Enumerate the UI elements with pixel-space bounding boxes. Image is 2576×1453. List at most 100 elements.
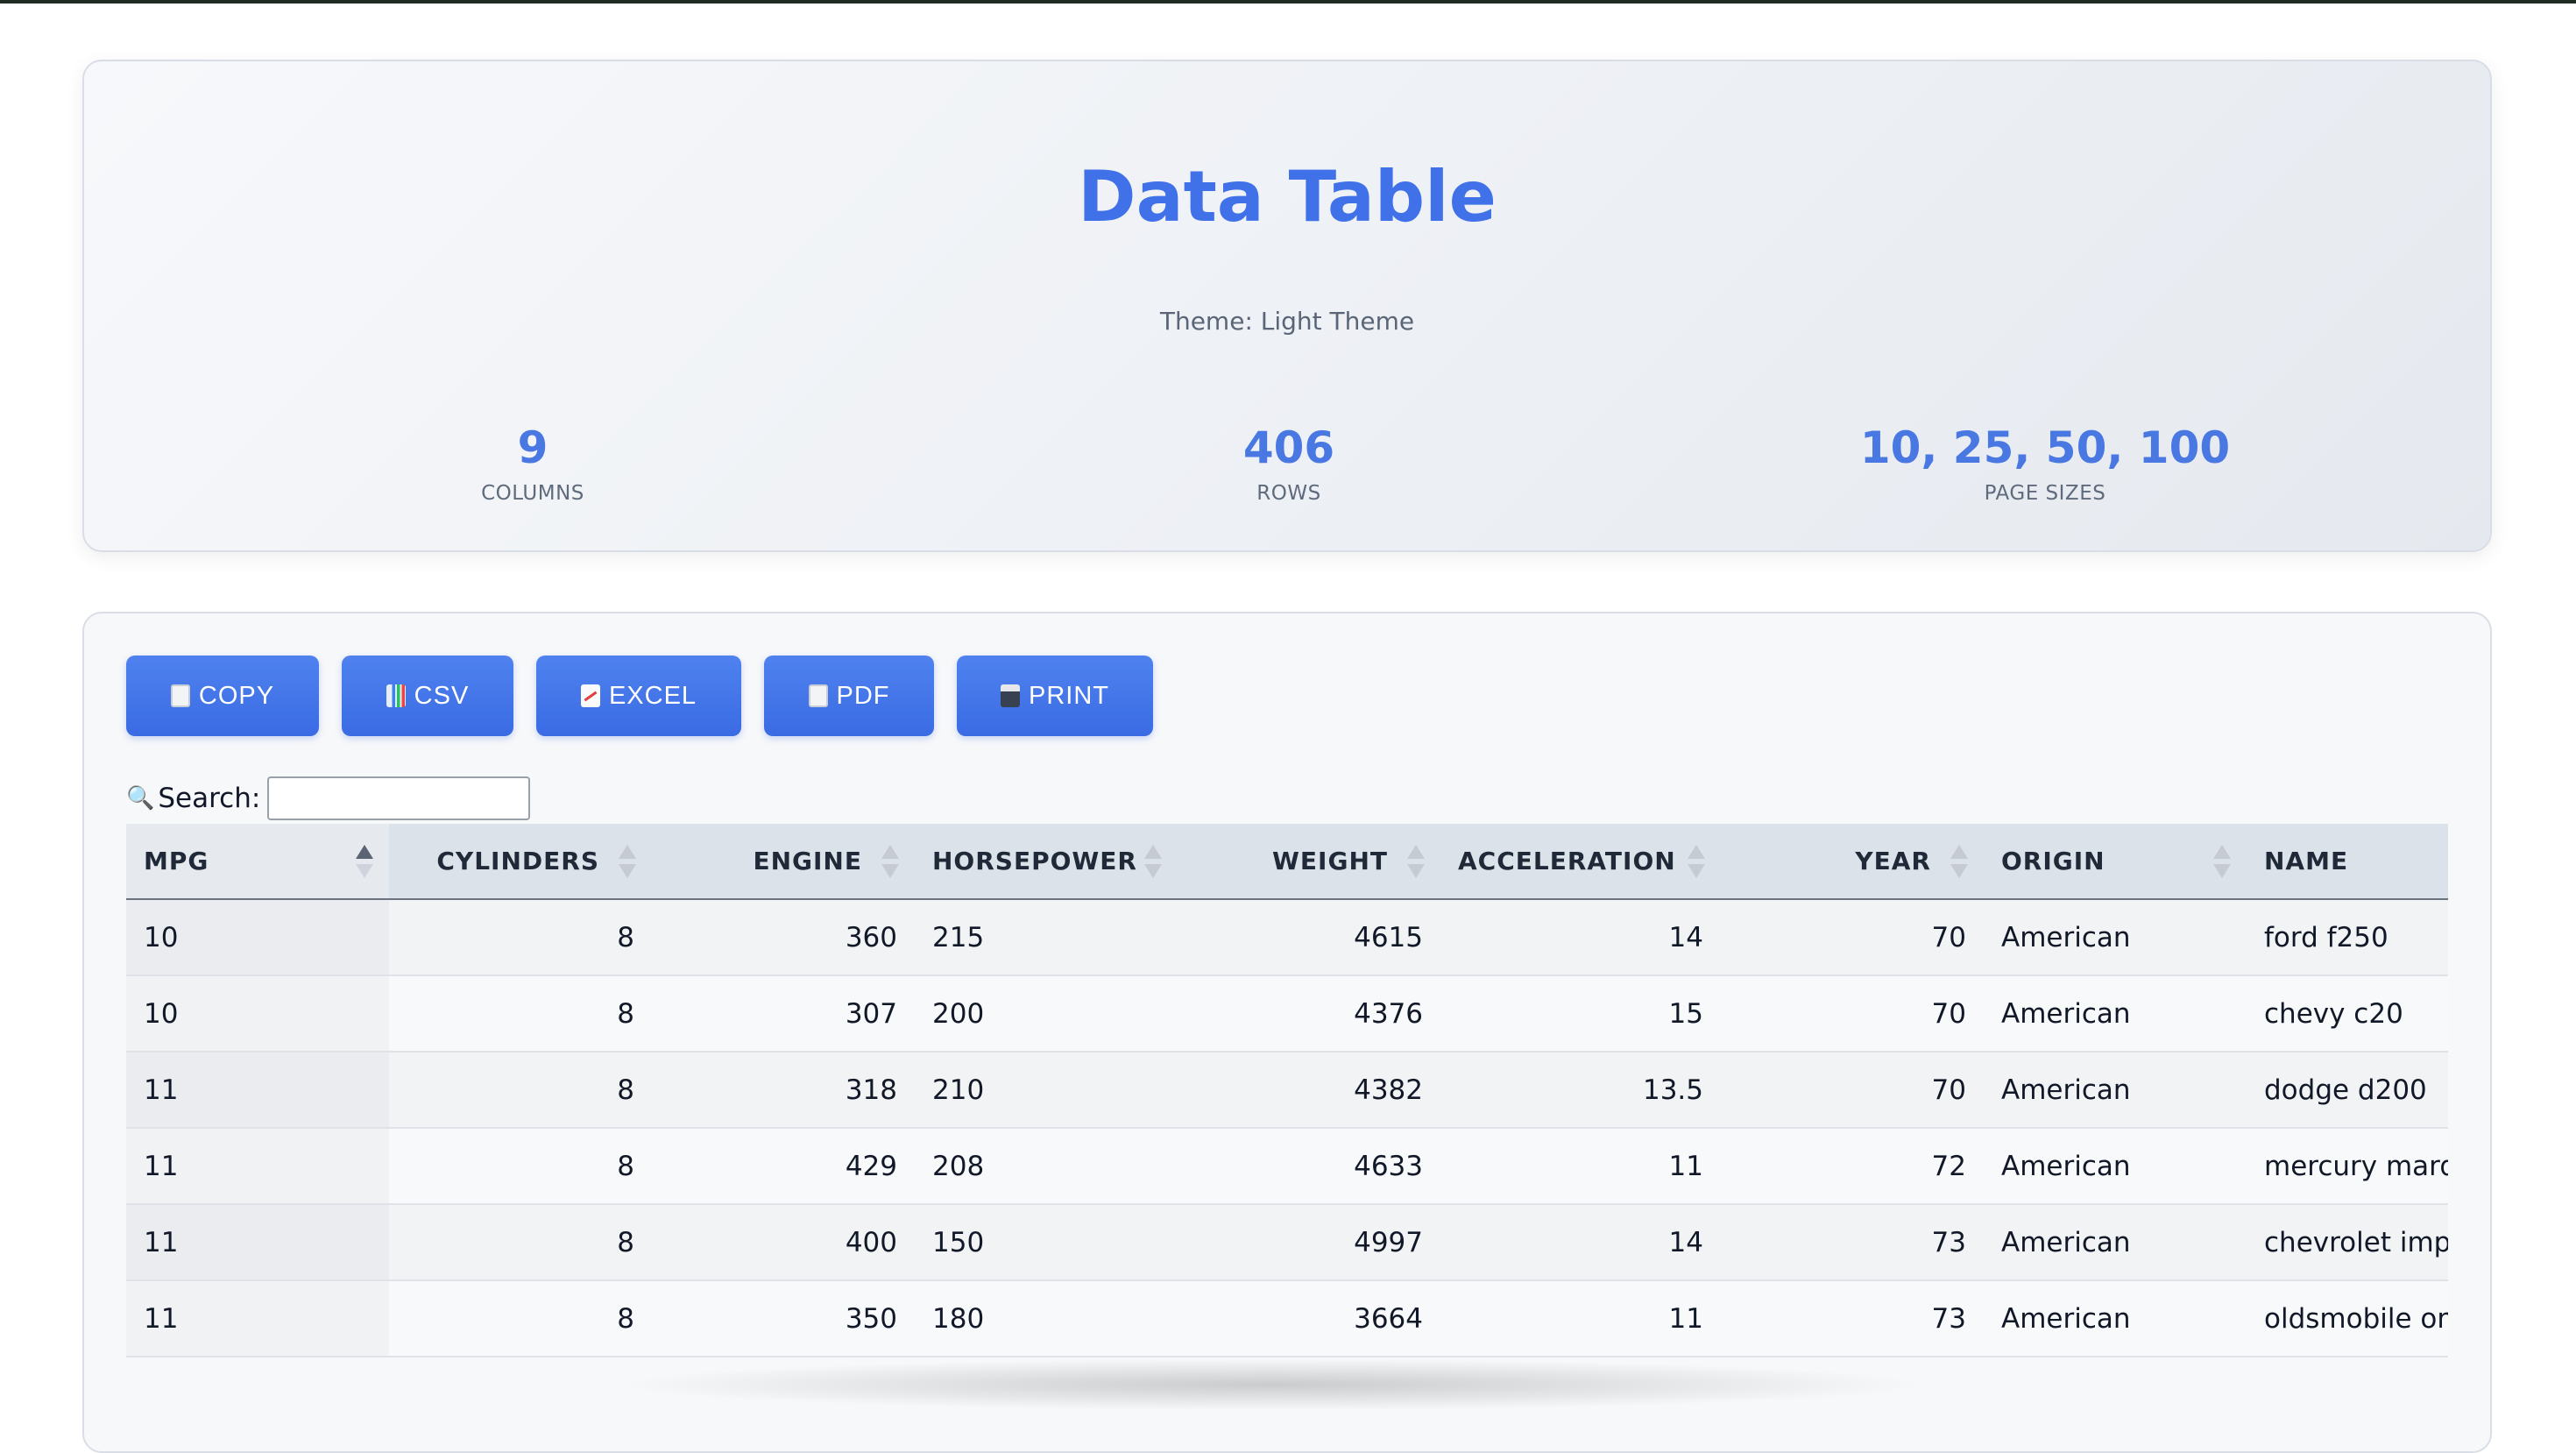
column-header-label: NAME: [2264, 847, 2349, 875]
excel-button[interactable]: EXCEL: [536, 656, 741, 736]
column-header-engine[interactable]: ENGINE: [652, 824, 915, 900]
column-header-horsepower[interactable]: HORSEPOWER: [915, 824, 1178, 900]
table-cell-mpg: 11: [126, 1128, 389, 1205]
table-cell-weight: 4615: [1178, 899, 1440, 976]
table-cell-mpg: 11: [126, 1280, 389, 1357]
table-cell-engine: 429: [652, 1128, 915, 1205]
table-row[interactable]: 11 8 318 210 4382 13.5 70 American dodge d200: [126, 1052, 2448, 1129]
column-header-label: WEIGHT: [1272, 847, 1388, 875]
column-header-origin[interactable]: ORIGIN: [1984, 824, 2247, 900]
table-cell-engine: 350: [652, 1280, 915, 1357]
table-header-row: MPG CYLINDERS ENGINE HORSEPOWER: [126, 824, 2448, 900]
page-title: Data Table: [1078, 156, 1497, 237]
stat-rows: 406 ROWS: [1026, 419, 1552, 505]
scroll-shadow: [613, 1358, 1928, 1411]
column-header-cylinders[interactable]: CYLINDERS: [389, 824, 652, 900]
table-cell-name: oldsmobile omega: [2247, 1280, 2448, 1357]
line-chart-icon: [580, 684, 600, 707]
window-top-border: [0, 0, 2576, 4]
table-cell-name: chevrolet impala: [2247, 1204, 2448, 1281]
table-row[interactable]: 10 8 307 200 4376 15 70 American chevy c20: [126, 975, 2448, 1053]
table-cell-name: mercury marquis: [2247, 1128, 2448, 1205]
table-cell-cylinders: 8: [389, 1204, 652, 1281]
table-cell-horsepower: 215: [915, 899, 1178, 976]
sort-icon: [1950, 844, 1968, 878]
table-cell-horsepower: 210: [915, 1052, 1178, 1129]
table-row[interactable]: 10 8 360 215 4615 14 70 American ford f250: [126, 899, 2448, 976]
table-cell-cylinders: 8: [389, 975, 652, 1053]
table-cell-horsepower: 200: [915, 975, 1178, 1053]
table-cell-weight: 4376: [1178, 975, 1440, 1053]
column-header-year[interactable]: YEAR: [1721, 824, 1984, 900]
print-button[interactable]: PRINT: [957, 656, 1153, 736]
stat-rows-label: ROWS: [1256, 482, 1321, 505]
excel-button-label: EXCEL: [608, 681, 697, 710]
sort-icon: [1688, 844, 1705, 878]
table-cell-origin: American: [1984, 1128, 2247, 1205]
stat-page-sizes-value: 10, 25, 50, 100: [1859, 422, 2231, 473]
table-cell-origin: American: [1984, 975, 2247, 1053]
table-cell-acceleration: 14: [1440, 1204, 1721, 1281]
table-cell-year: 70: [1721, 1052, 1984, 1129]
table-cell-name: dodge d200: [2247, 1052, 2448, 1129]
table-cell-weight: 3664: [1178, 1280, 1440, 1357]
table-cell-acceleration: 11: [1440, 1128, 1721, 1205]
summary-card: Data Table Theme: Light Theme 9 COLUMNS …: [82, 60, 2492, 552]
column-header-label: ORIGIN: [2001, 847, 2105, 875]
stat-rows-value: 406: [1242, 422, 1335, 473]
table-cell-cylinders: 8: [389, 899, 652, 976]
stat-columns-value: 9: [517, 422, 548, 473]
table-cell-weight: 4997: [1178, 1204, 1440, 1281]
data-table-viewport: MPG CYLINDERS ENGINE HORSEPOWER: [126, 824, 2448, 1357]
column-header-label: ACCELERATION: [1458, 847, 1676, 875]
sort-icon: [1144, 844, 1162, 878]
column-header-label: YEAR: [1855, 847, 1931, 875]
table-cell-engine: 360: [652, 899, 915, 976]
theme-label: Theme: Light Theme: [1159, 307, 1415, 336]
table-cell-acceleration: 11: [1440, 1280, 1721, 1357]
table-cell-cylinders: 8: [389, 1128, 652, 1205]
copy-button[interactable]: COPY: [126, 656, 319, 736]
stat-columns: 9 COLUMNS: [270, 419, 796, 505]
magnifier-icon: 🔍: [126, 785, 155, 812]
column-header-label: CYLINDERS: [436, 847, 599, 875]
column-header-acceleration[interactable]: ACCELERATION: [1440, 824, 1721, 900]
bar-chart-icon: [386, 684, 406, 707]
stat-columns-label: COLUMNS: [481, 482, 584, 505]
table-cell-year: 70: [1721, 975, 1984, 1053]
csv-button[interactable]: CSV: [342, 656, 513, 736]
table-cell-origin: American: [1984, 899, 2247, 976]
table-cell-mpg: 11: [126, 1204, 389, 1281]
sort-icon: [619, 844, 636, 878]
column-header-label: ENGINE: [753, 847, 862, 875]
table-cell-cylinders: 8: [389, 1280, 652, 1357]
table-cell-year: 73: [1721, 1204, 1984, 1281]
table-cell-year: 73: [1721, 1280, 1984, 1357]
stat-page-sizes: 10, 25, 50, 100 PAGE SIZES: [1782, 419, 2308, 505]
clipboard-icon: [170, 684, 190, 707]
table-cell-cylinders: 8: [389, 1052, 652, 1129]
table-body: 10 8 360 215 4615 14 70 American ford f250 10 8 307…: [126, 899, 2448, 1357]
table-card: COPY CSV EXCEL PDF PRINT 🔍 Search:: [82, 612, 2492, 1453]
sort-icon: [881, 844, 899, 878]
column-header-name[interactable]: NAME: [2247, 824, 2448, 900]
column-header-weight[interactable]: WEIGHT: [1178, 824, 1440, 900]
search-input[interactable]: [267, 776, 531, 820]
data-table: MPG CYLINDERS ENGINE HORSEPOWER: [126, 824, 2448, 1357]
table-cell-name: chevy c20: [2247, 975, 2448, 1053]
sort-icon: [1407, 844, 1425, 878]
table-cell-year: 70: [1721, 899, 1984, 976]
print-button-label: PRINT: [1029, 681, 1109, 710]
table-cell-engine: 307: [652, 975, 915, 1053]
pdf-button[interactable]: PDF: [764, 656, 934, 736]
column-header-mpg[interactable]: MPG: [126, 824, 389, 900]
csv-button-label: CSV: [414, 681, 470, 710]
sort-ascending-icon: [356, 844, 373, 878]
table-cell-mpg: 10: [126, 899, 389, 976]
stat-page-sizes-label: PAGE SIZES: [1984, 482, 2106, 505]
document-icon: [808, 684, 828, 707]
table-cell-origin: American: [1984, 1052, 2247, 1129]
